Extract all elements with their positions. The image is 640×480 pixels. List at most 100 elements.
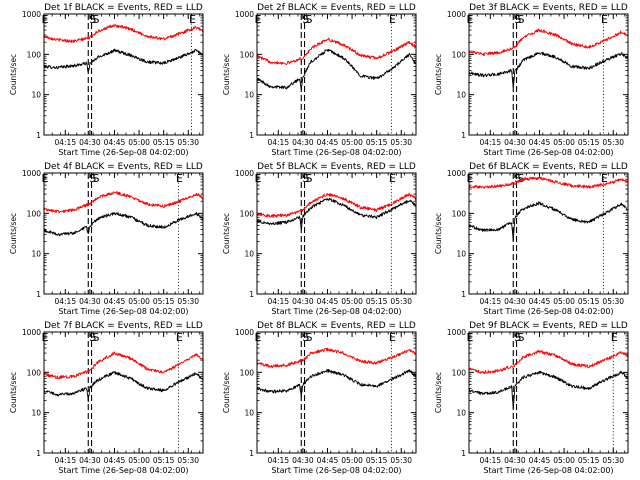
- y-tick-label: 1: [36, 449, 41, 458]
- y-tick-label: 10: [31, 91, 41, 100]
- marker-label: S: [306, 13, 313, 26]
- marker-label: S: [518, 331, 525, 344]
- y-tick-label: 100: [27, 50, 42, 59]
- y-tick-label: 1000: [235, 169, 254, 178]
- y-tick-label: 10: [31, 409, 41, 418]
- panel-title: Det 3f BLACK = Events, RED = LLD: [469, 3, 628, 13]
- panel-title: Det 8f BLACK = Events, RED = LLD: [257, 321, 416, 331]
- y-axis-label: Counts/sec: [222, 54, 231, 95]
- panel-title: Det 2f BLACK = Events, RED = LLD: [257, 3, 416, 13]
- panel-title: Det 6f BLACK = Events, RED = LLD: [469, 162, 628, 172]
- x-tick-label: 04:30: [79, 456, 101, 465]
- marker-label: E: [42, 13, 49, 26]
- x-tick-label: 04:30: [79, 297, 101, 306]
- chart-panel-8: Det 8f BLACK = Events, RED = LLD Start Ti…: [222, 321, 417, 475]
- x-axis-label: Start Time (26-Sep-08 04:02:00): [271, 466, 401, 475]
- y-tick-label: 1000: [22, 10, 41, 19]
- x-axis-label: Start Time (26-Sep-08 04:02:00): [58, 466, 188, 475]
- series-line-black: [468, 51, 629, 89]
- x-tick-label: 05:30: [177, 297, 199, 306]
- x-tick-label: 05:30: [602, 138, 624, 147]
- plot-frame: [43, 331, 204, 454]
- x-tick-label: 04:15: [479, 297, 501, 306]
- marker-label: S: [518, 172, 525, 185]
- x-tick-label: 05:15: [153, 456, 175, 465]
- plot-frame: [468, 172, 629, 295]
- series-line-red: [468, 28, 629, 57]
- x-tick-label: 05:00: [341, 297, 363, 306]
- marker-label: E: [611, 331, 618, 344]
- y-tick-label: 1000: [22, 328, 41, 337]
- series-line-black: [256, 368, 417, 398]
- series-line-red: [468, 176, 629, 189]
- y-tick-label: 100: [240, 368, 255, 377]
- series-line-red: [43, 191, 204, 214]
- y-tick-label: 100: [452, 368, 467, 377]
- x-tick-label: 05:00: [341, 138, 363, 147]
- x-axis-label: Start Time (26-Sep-08 04:02:00): [483, 466, 613, 475]
- x-tick-label: 05:30: [390, 138, 412, 147]
- x-tick-label: 04:15: [267, 297, 289, 306]
- series-line-black: [468, 370, 629, 409]
- marker-label: E: [42, 331, 49, 344]
- y-tick-label: 1: [249, 449, 254, 458]
- x-axis-label: Start Time (26-Sep-08 04:02:00): [271, 148, 401, 157]
- y-tick-label: 10: [244, 91, 254, 100]
- plot-frame: [468, 13, 629, 136]
- x-tick-label: 05:00: [553, 456, 575, 465]
- x-tick-label: 04:45: [317, 297, 339, 306]
- y-tick-label: 1: [249, 290, 254, 299]
- marker-label: E: [255, 172, 262, 185]
- chart-panel-5: Det 5f BLACK = Events, RED = LLD Start Ti…: [222, 162, 417, 316]
- marker-label: S: [89, 13, 96, 26]
- marker-label: S: [518, 13, 525, 26]
- marker-label: E: [389, 331, 396, 344]
- x-tick-label: 05:15: [153, 138, 175, 147]
- x-tick-label: 04:30: [504, 138, 526, 147]
- x-tick-label: 05:00: [128, 138, 150, 147]
- x-tick-label: 05:00: [128, 456, 150, 465]
- series-line-black: [43, 370, 204, 403]
- chart-panel-6: Det 6f BLACK = Events, RED = LLD Start Ti…: [434, 162, 629, 316]
- x-tick-label: 04:30: [292, 138, 314, 147]
- x-tick-label: 04:45: [317, 138, 339, 147]
- y-axis-label: Counts/sec: [222, 372, 231, 413]
- marker-label: E: [176, 331, 183, 344]
- marker-label: S: [89, 172, 96, 185]
- x-axis-label: Start Time (26-Sep-08 04:02:00): [58, 307, 188, 316]
- y-tick-label: 10: [31, 250, 41, 259]
- series-line-black: [43, 211, 204, 237]
- plot-frame: [43, 172, 204, 295]
- series-line-black: [256, 197, 417, 231]
- marker-label: S: [514, 172, 521, 185]
- y-axis-label: Counts/sec: [9, 213, 18, 254]
- x-axis-label: Start Time (26-Sep-08 04:02:00): [483, 307, 613, 316]
- x-tick-label: 04:15: [479, 138, 501, 147]
- plot-frame: [256, 331, 417, 454]
- x-tick-label: 04:30: [292, 297, 314, 306]
- marker-label: E: [467, 331, 474, 344]
- x-tick-label: 05:30: [390, 297, 412, 306]
- x-axis-label: Start Time (26-Sep-08 04:02:00): [483, 148, 613, 157]
- marker-label: S: [514, 331, 521, 344]
- marker-label: S: [514, 13, 521, 26]
- marker-label: E: [255, 331, 262, 344]
- x-tick-label: 04:30: [504, 456, 526, 465]
- chart-panel-2: Det 2f BLACK = Events, RED = LLD Start Ti…: [222, 3, 417, 157]
- x-tick-label: 05:30: [390, 456, 412, 465]
- y-tick-label: 1: [461, 131, 466, 140]
- series-line-red: [256, 37, 417, 66]
- x-tick-label: 04:45: [104, 456, 126, 465]
- marker-label: S: [306, 172, 313, 185]
- y-axis-label: Counts/sec: [9, 54, 18, 95]
- x-tick-label: 04:45: [529, 138, 551, 147]
- plot-frame: [468, 331, 629, 454]
- x-tick-label: 05:00: [128, 297, 150, 306]
- panel-title: Det 9f BLACK = Events, RED = LLD: [469, 321, 628, 331]
- marker-label: S: [93, 172, 100, 185]
- chart-panel-4: Det 4f BLACK = Events, RED = LLD Start Ti…: [9, 162, 204, 316]
- x-tick-label: 05:15: [366, 456, 388, 465]
- x-tick-label: 05:15: [153, 297, 175, 306]
- x-tick-label: 04:45: [104, 297, 126, 306]
